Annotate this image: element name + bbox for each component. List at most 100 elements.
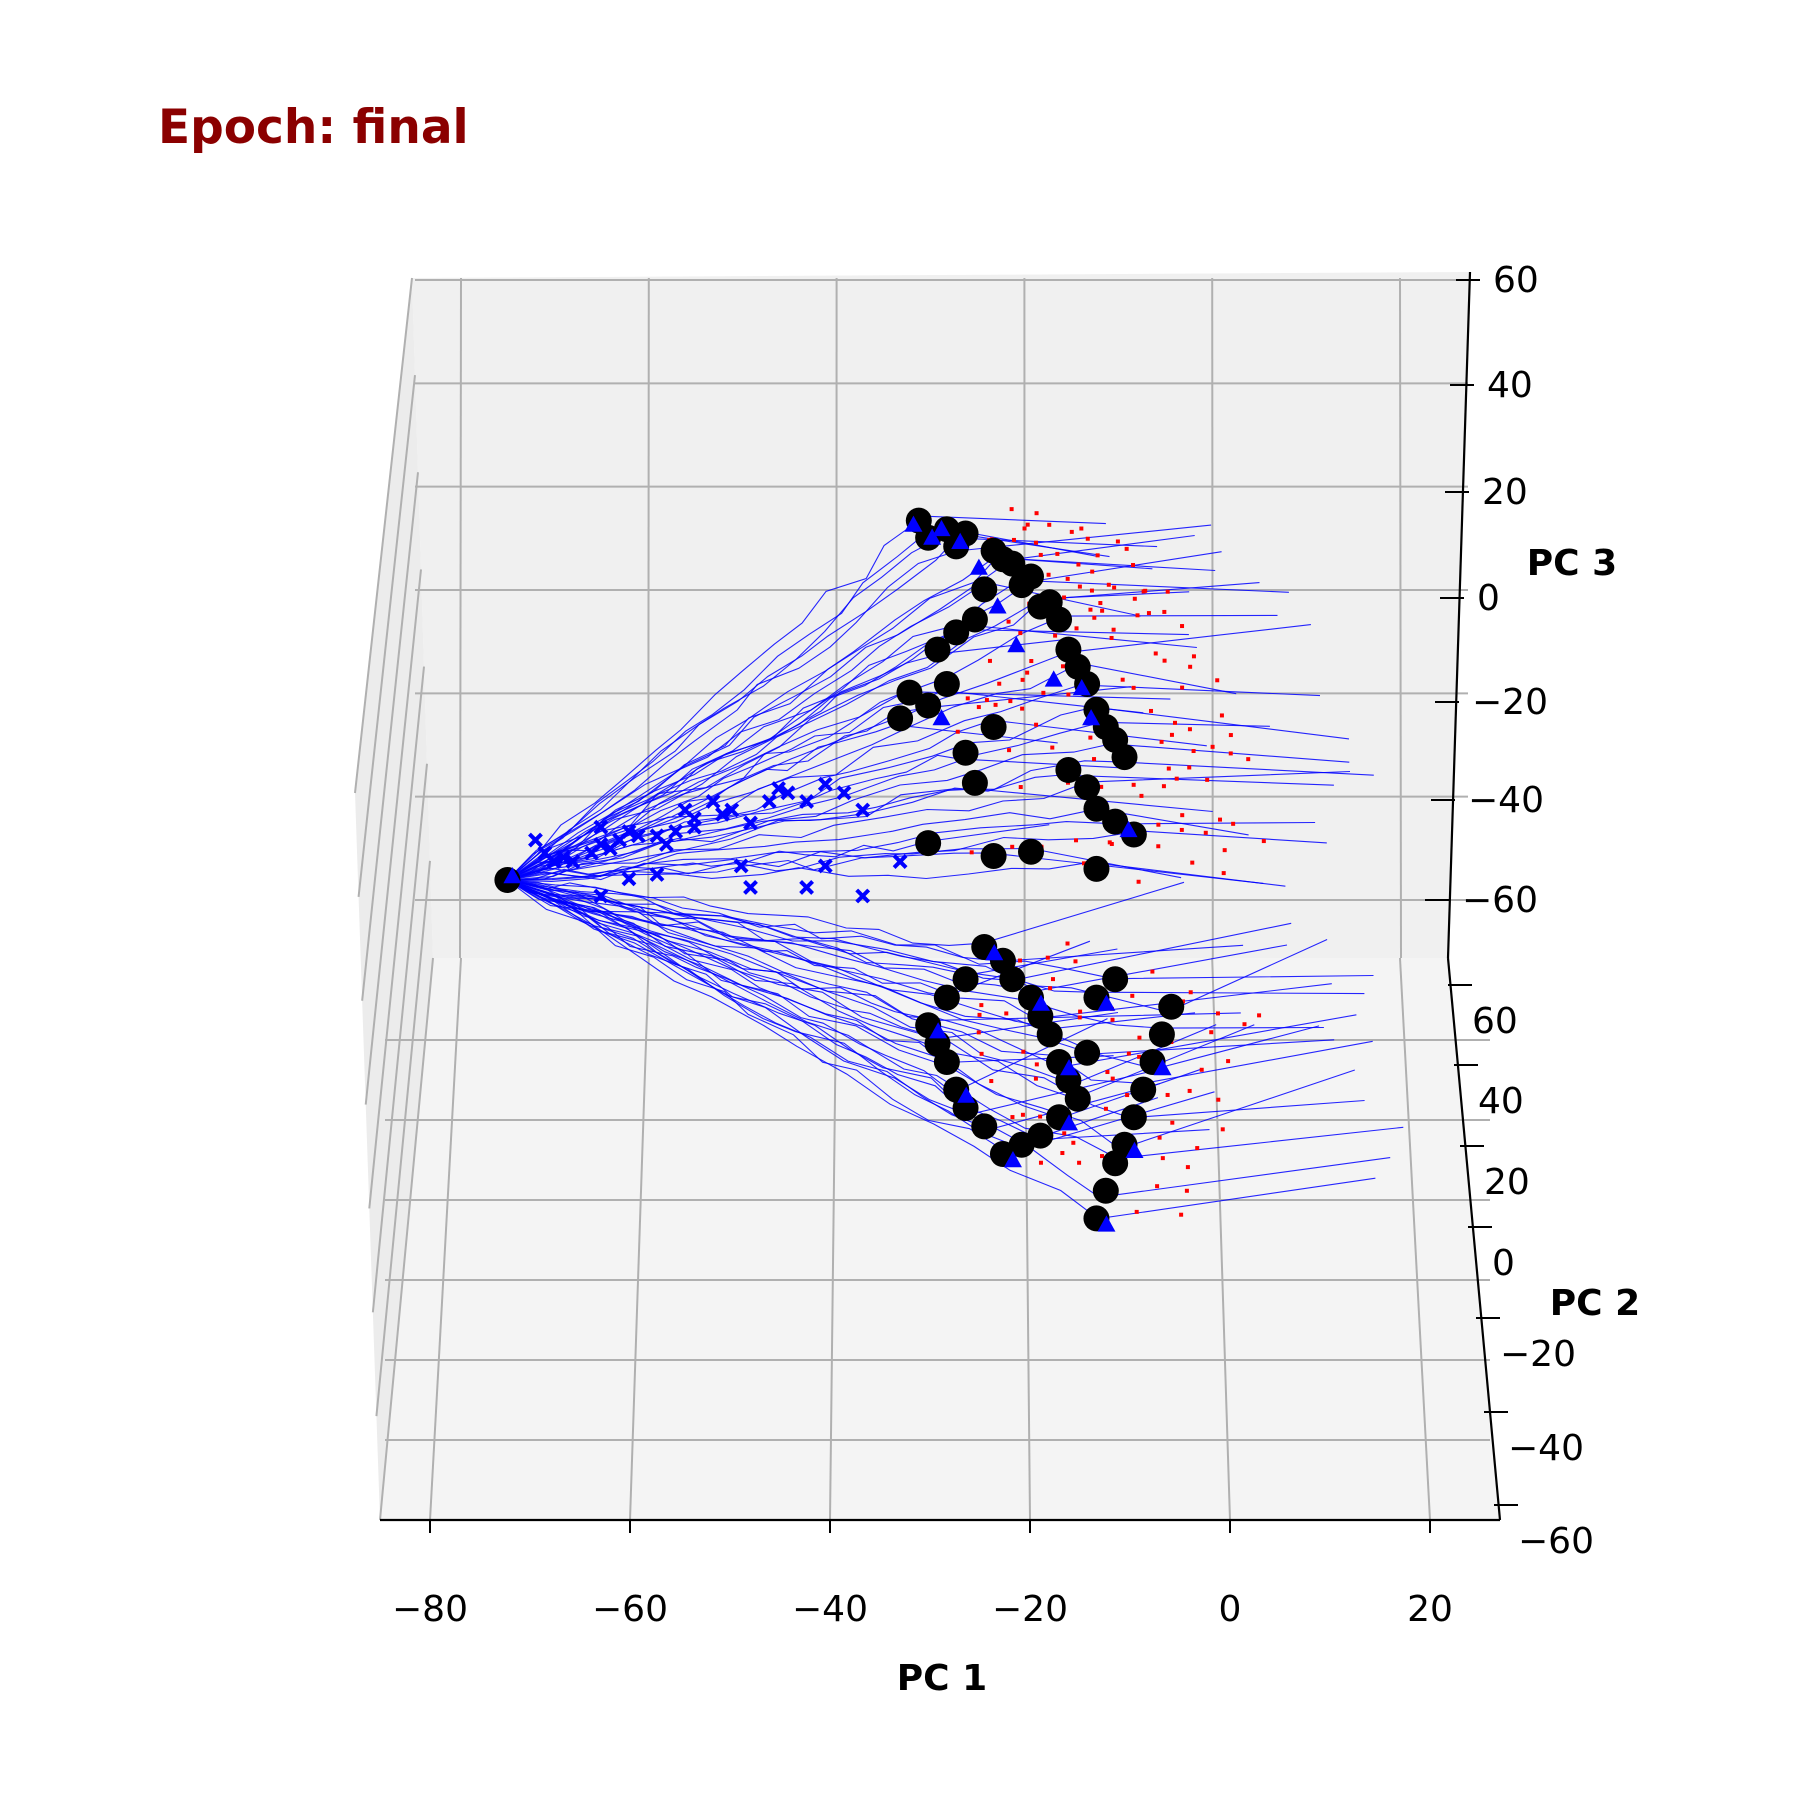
red-trail-dot — [1020, 1112, 1025, 1117]
red-trail-dot — [1156, 844, 1161, 849]
red-trail-dot — [1065, 576, 1070, 581]
red-trail-dot — [1062, 1131, 1067, 1136]
triangle-marker — [923, 528, 942, 545]
grid-line-pc1-back — [1399, 277, 1402, 959]
red-trail-dot — [1095, 553, 1100, 558]
trajectory-line — [507, 879, 1374, 980]
red-trail-dot — [1038, 1160, 1043, 1165]
x-marker — [668, 824, 684, 839]
red-trail-dot — [1228, 733, 1233, 738]
red-trail-dot — [1110, 1017, 1115, 1022]
red-trail-dot — [1115, 539, 1120, 544]
red-trail-dot — [1062, 595, 1067, 600]
circle-marker — [999, 550, 1026, 577]
red-trail-dot — [1111, 627, 1116, 632]
red-trail-dot — [1159, 739, 1164, 744]
x-marker — [649, 867, 665, 882]
red-trail-dot — [1071, 1140, 1076, 1145]
red-trail-dot — [1210, 744, 1215, 749]
red-trail-dot — [1099, 784, 1104, 789]
circle-marker — [1083, 855, 1110, 882]
triangle-marker — [1125, 1141, 1144, 1158]
x-marker — [705, 793, 721, 809]
red-trail-dot — [1110, 1076, 1115, 1081]
red-trail-dot — [1136, 879, 1141, 884]
red-trail-dot — [1100, 608, 1105, 613]
red-trail-dot — [989, 1079, 994, 1084]
trajectory-line — [507, 691, 1171, 881]
red-trail-dot — [1020, 706, 1025, 711]
red-trail-dot — [1161, 784, 1166, 789]
circle-marker — [1120, 1104, 1147, 1131]
trajectory-line — [507, 536, 1158, 881]
red-trail-dot — [965, 696, 970, 701]
circle-marker — [971, 1113, 998, 1140]
red-trail-dot — [1020, 677, 1025, 682]
red-trail-dot — [1218, 817, 1223, 822]
y-tick-label: −40 — [1508, 1428, 1584, 1469]
z-tick-label: −40 — [1468, 780, 1544, 821]
x-marker — [724, 802, 740, 818]
x-marker — [593, 888, 609, 904]
red-trail-dot — [1021, 1049, 1026, 1054]
red-trail-dot — [1011, 537, 1016, 542]
x-tick-label: 20 — [1407, 1589, 1453, 1630]
scatter-markers — [494, 507, 1266, 1232]
circle-marker — [999, 966, 1026, 993]
red-trail-dot — [1180, 813, 1185, 818]
x-tick-label: −20 — [992, 1589, 1068, 1630]
circle-marker — [1130, 1076, 1157, 1103]
red-trail-dot — [1073, 959, 1078, 964]
x-marker — [817, 776, 833, 792]
red-trail-dot — [955, 729, 960, 734]
red-trail-dot — [1081, 861, 1086, 866]
y-tick-label: 0 — [1492, 1243, 1515, 1284]
red-trail-dot — [1226, 1059, 1231, 1064]
triangle-marker — [1032, 994, 1050, 1011]
red-trail-dot — [997, 681, 1002, 686]
red-trail-dot — [1132, 596, 1137, 601]
triangle-marker — [1097, 994, 1116, 1011]
z-tick-label: 0 — [1477, 578, 1500, 619]
y-axis-line — [1446, 957, 1502, 1521]
x-marker — [621, 871, 637, 887]
x-marker — [799, 879, 815, 895]
red-trail-dot — [1076, 562, 1081, 567]
grid-line-pc1-floor — [829, 957, 838, 1521]
red-trail-dot — [1107, 840, 1112, 845]
grid-line-left — [368, 666, 425, 1209]
red-trail-dot — [1098, 601, 1103, 606]
red-trail-dot — [1089, 588, 1094, 593]
x-marker — [799, 793, 815, 809]
y-tick-label: 60 — [1472, 1001, 1518, 1042]
red-trail-dot — [1069, 529, 1074, 534]
trajectory-line — [507, 879, 1091, 996]
red-trail-dot — [1074, 626, 1079, 631]
red-trail-dot — [979, 1051, 984, 1056]
red-trail-dot — [1034, 1062, 1039, 1067]
trajectory-line — [507, 628, 1189, 881]
red-trail-dot — [1033, 1076, 1038, 1081]
red-trail-dot — [1150, 969, 1155, 974]
y-tick-label: −60 — [1518, 1521, 1594, 1562]
trajectory-line — [507, 754, 1126, 881]
x-tick-label: −40 — [792, 1589, 868, 1630]
red-trail-dot — [1033, 540, 1038, 545]
red-trail-dot — [1231, 821, 1236, 826]
red-trail-dot — [1137, 1054, 1142, 1059]
triangle-marker — [1082, 709, 1101, 726]
x-marker — [771, 781, 786, 796]
red-trail-dot — [1018, 958, 1023, 963]
x-marker — [565, 854, 581, 870]
red-trail-dot — [1170, 1120, 1175, 1125]
circle-marker — [887, 705, 914, 732]
red-trail-dot — [1209, 1030, 1214, 1035]
red-trail-dot — [1134, 1209, 1139, 1214]
red-trail-dot — [976, 705, 981, 710]
red-trail-dot — [1085, 536, 1090, 541]
circle-marker — [1102, 966, 1129, 993]
circle-marker — [915, 830, 942, 857]
red-trail-dot — [1179, 1212, 1184, 1217]
circle-marker — [1158, 993, 1185, 1020]
red-trail-dot — [1124, 546, 1129, 551]
